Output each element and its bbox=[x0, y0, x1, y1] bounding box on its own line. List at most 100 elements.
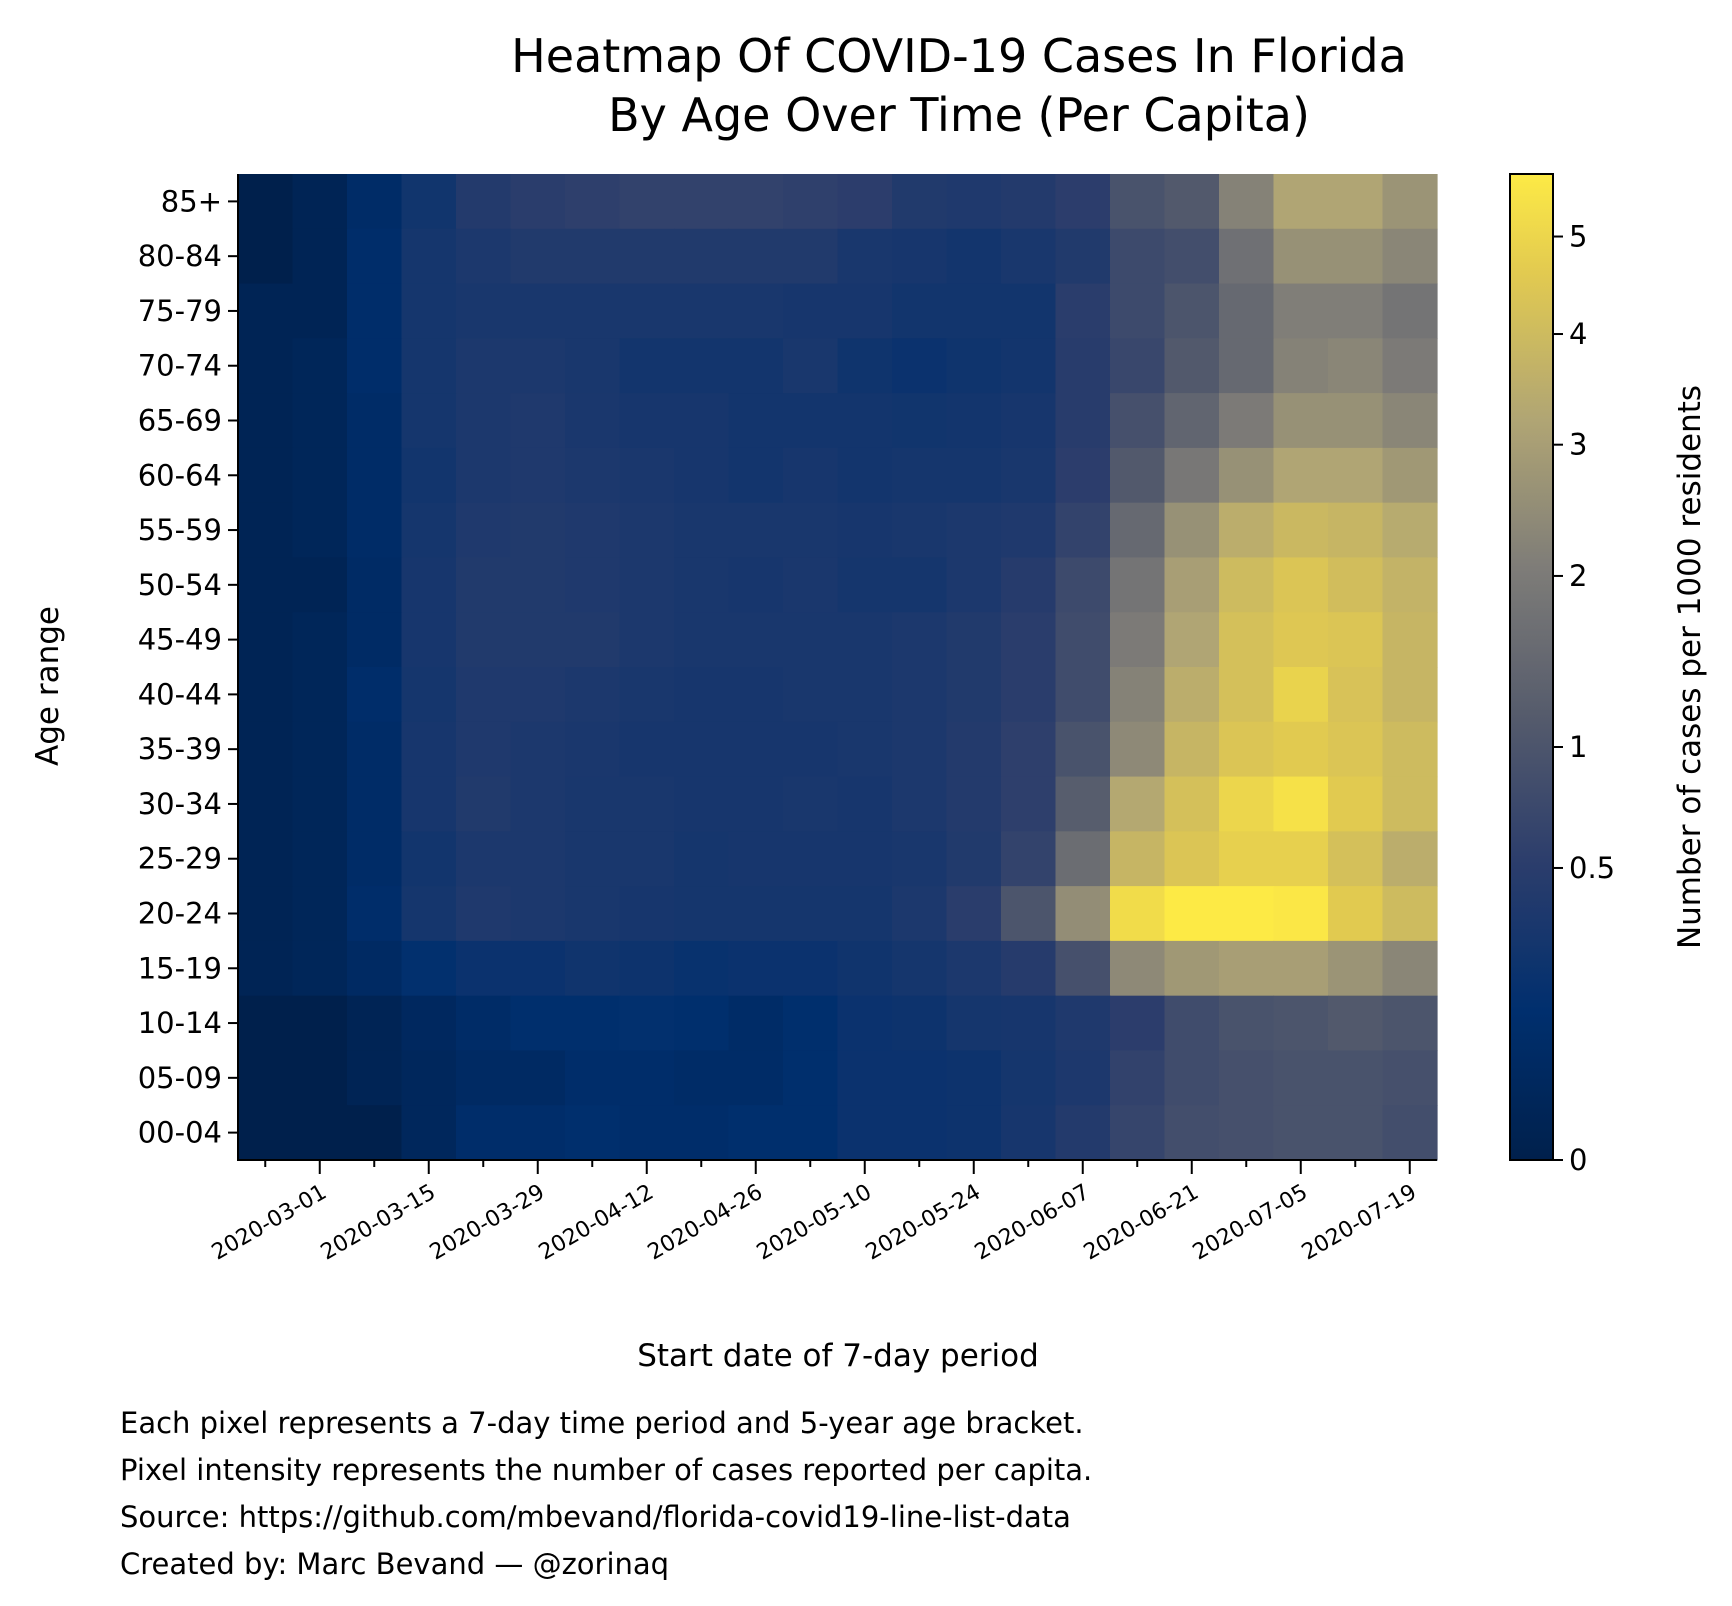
heatmap-cell bbox=[1328, 447, 1384, 504]
heatmap-cell bbox=[674, 338, 730, 394]
y-tick-label: 50-54 bbox=[138, 568, 222, 602]
heatmap-cell bbox=[565, 886, 621, 942]
heatmap-cell bbox=[347, 776, 403, 832]
heatmap-cell bbox=[456, 1050, 512, 1106]
heatmap-cell bbox=[674, 393, 730, 449]
heatmap-cell bbox=[1055, 283, 1111, 339]
heatmap-cell bbox=[674, 447, 730, 504]
heatmap-cell bbox=[1219, 393, 1275, 449]
heatmap-cell bbox=[619, 1105, 675, 1161]
heatmap-cell bbox=[401, 721, 457, 778]
heatmap-cell bbox=[1055, 831, 1111, 887]
chart-title: Heatmap Of COVID-19 Cases In Florida By … bbox=[511, 29, 1407, 142]
heatmap-cell bbox=[783, 667, 839, 723]
heatmap-cell bbox=[1001, 776, 1057, 832]
heatmap-cell bbox=[1328, 338, 1384, 394]
heatmap-cell bbox=[783, 393, 839, 449]
heatmap-cell bbox=[1164, 776, 1220, 832]
heatmap-cell bbox=[1328, 174, 1384, 230]
heatmap-cell bbox=[1110, 612, 1166, 668]
caption-line-1: Each pixel represents a 7-day time perio… bbox=[120, 1406, 1084, 1440]
heatmap-cell bbox=[1164, 612, 1220, 668]
heatmap-cell bbox=[347, 338, 403, 394]
heatmap-cell bbox=[238, 557, 294, 613]
heatmap-cell bbox=[456, 721, 512, 778]
heatmap-cell bbox=[1382, 447, 1438, 504]
heatmap-cell bbox=[1382, 502, 1438, 559]
heatmap-cell bbox=[1219, 338, 1275, 394]
heatmap-cell bbox=[1001, 283, 1057, 339]
heatmap-cell bbox=[946, 393, 1002, 449]
x-tick-label: 2020-04-12 bbox=[535, 1180, 658, 1266]
colorbar-ticks: 0 0.5 1 2 3 4 5 bbox=[1553, 220, 1615, 1177]
heatmap-cell bbox=[1055, 776, 1111, 832]
heatmap-cell bbox=[565, 283, 621, 339]
heatmap-cell bbox=[892, 831, 948, 887]
heatmap-cell bbox=[1055, 612, 1111, 668]
heatmap-cell bbox=[1164, 721, 1220, 778]
heatmap-cell bbox=[674, 995, 730, 1052]
heatmap-cell bbox=[565, 831, 621, 887]
heatmap-cell bbox=[347, 995, 403, 1052]
heatmap-cell bbox=[565, 393, 621, 449]
heatmap-cell bbox=[619, 502, 675, 559]
colorbar-tick-label: 1 bbox=[1569, 730, 1587, 764]
heatmap-cell bbox=[1273, 995, 1329, 1052]
heatmap-cell bbox=[783, 940, 839, 997]
heatmap-cell bbox=[1273, 393, 1329, 449]
heatmap-cell bbox=[783, 174, 839, 230]
heatmap-cell bbox=[1164, 228, 1220, 285]
heatmap-cell bbox=[238, 831, 294, 887]
heatmap-cell bbox=[674, 776, 730, 832]
heatmap-cell bbox=[510, 502, 566, 559]
x-axis-ticks: 2020-03-012020-03-152020-03-292020-04-12… bbox=[208, 1160, 1421, 1265]
heatmap-cell bbox=[674, 886, 730, 942]
heatmap-cell bbox=[674, 502, 730, 559]
colorbar-tick-label: 0 bbox=[1569, 1143, 1587, 1177]
heatmap-cell bbox=[401, 776, 457, 832]
heatmap-cell bbox=[1382, 1050, 1438, 1106]
heatmap-cell bbox=[728, 228, 784, 285]
heatmap-cell bbox=[1273, 612, 1329, 668]
x-tick-label: 2020-07-19 bbox=[1298, 1180, 1421, 1266]
heatmap-cell bbox=[1110, 1105, 1166, 1161]
heatmap-cell bbox=[401, 667, 457, 723]
heatmap-cell bbox=[456, 338, 512, 394]
heatmap-cell bbox=[1001, 831, 1057, 887]
heatmap-cell bbox=[1328, 776, 1384, 832]
heatmap-cell bbox=[456, 447, 512, 504]
y-tick-label: 55-59 bbox=[138, 513, 222, 547]
heatmap-cell bbox=[456, 831, 512, 887]
heatmap-cell bbox=[946, 940, 1002, 997]
heatmap-cell bbox=[1219, 502, 1275, 559]
heatmap-cell bbox=[783, 228, 839, 285]
heatmap-cell bbox=[728, 721, 784, 778]
heatmap-cell bbox=[456, 1105, 512, 1161]
heatmap-cell bbox=[510, 995, 566, 1052]
colorbar-tick-label: 3 bbox=[1569, 428, 1587, 462]
heatmap-cell bbox=[892, 1050, 948, 1106]
y-tick-label: 10-14 bbox=[138, 1006, 222, 1040]
heatmap-cell bbox=[1164, 886, 1220, 942]
y-axis-label: Age range bbox=[30, 606, 66, 766]
heatmap-cell bbox=[347, 612, 403, 668]
heatmap-cell bbox=[728, 283, 784, 339]
heatmap-cell bbox=[1382, 174, 1438, 230]
heatmap-cell bbox=[619, 338, 675, 394]
heatmap-cell bbox=[1219, 1050, 1275, 1106]
heatmap-cell bbox=[1001, 995, 1057, 1052]
heatmap-cell bbox=[1164, 338, 1220, 394]
heatmap-cell bbox=[837, 831, 893, 887]
heatmap-cell bbox=[1164, 557, 1220, 613]
heatmap-cell bbox=[401, 283, 457, 339]
heatmap-cell bbox=[892, 393, 948, 449]
heatmap-cell bbox=[1110, 1050, 1166, 1106]
x-tick-label: 2020-05-24 bbox=[862, 1180, 985, 1266]
heatmap-cell bbox=[946, 174, 1002, 230]
heatmap-cell bbox=[510, 776, 566, 832]
heatmap-cell bbox=[510, 667, 566, 723]
heatmap-cell bbox=[1110, 831, 1166, 887]
heatmap-cell bbox=[347, 174, 403, 230]
heatmap-cell bbox=[565, 612, 621, 668]
heatmap-cell bbox=[347, 886, 403, 942]
